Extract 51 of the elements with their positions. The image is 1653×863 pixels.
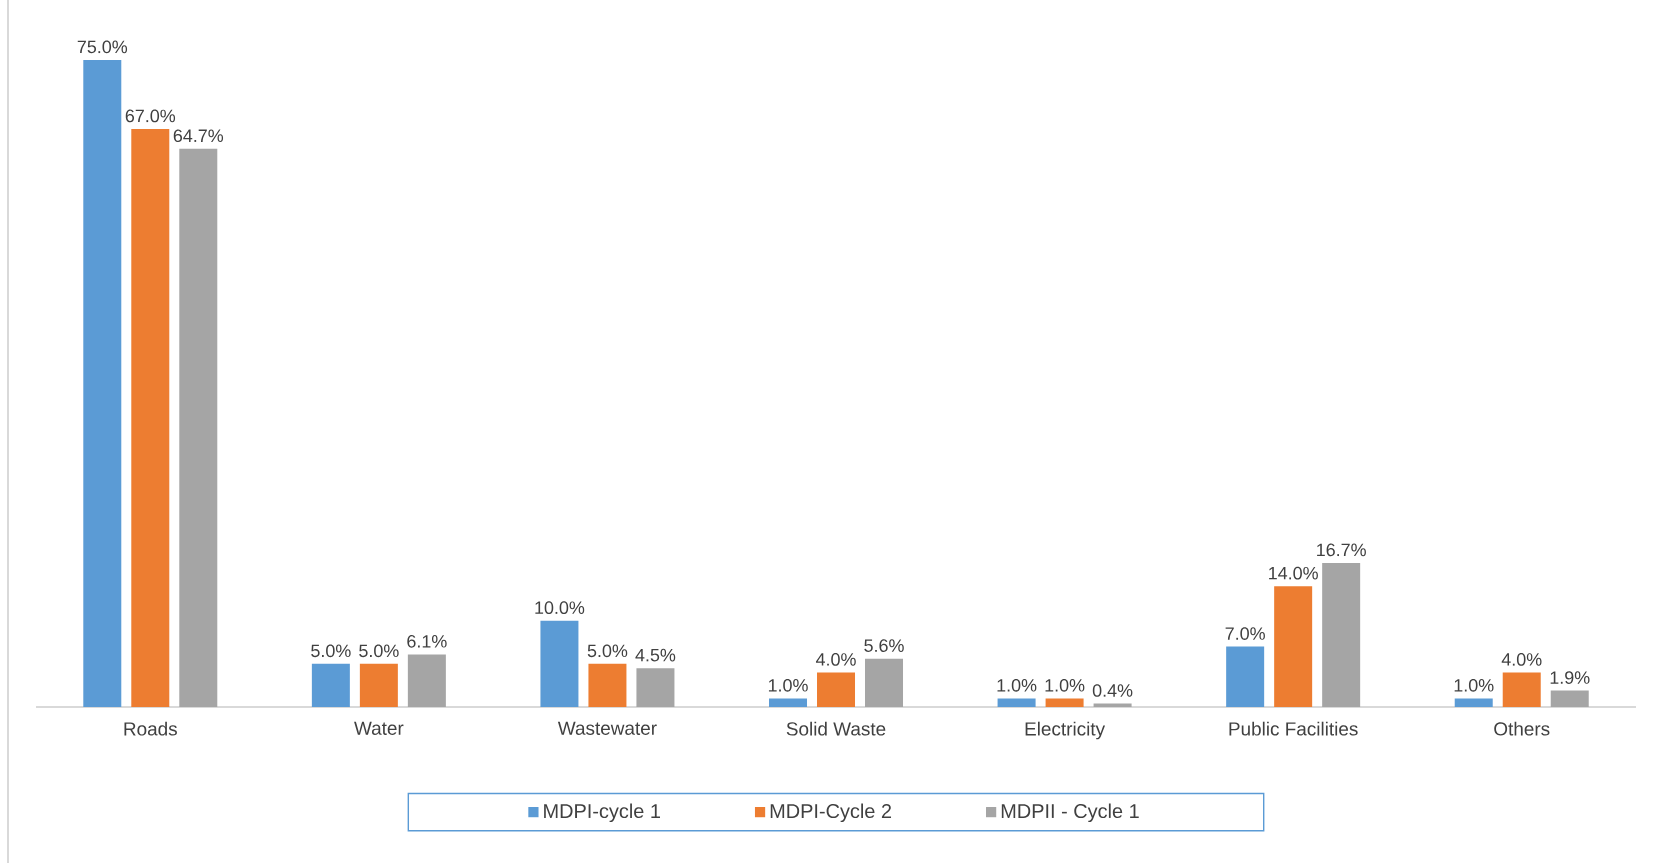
- bar: [1502, 672, 1541, 707]
- data-label: 7.0%: [1225, 627, 1265, 640]
- data-label: 1.0%: [1045, 678, 1085, 692]
- bar: [997, 698, 1036, 707]
- x-tick-label: Public Facilities: [1229, 721, 1358, 736]
- bar: [311, 663, 350, 707]
- data-label: 5.6%: [864, 639, 904, 652]
- data-label: 1.0%: [1454, 678, 1494, 692]
- bar: [636, 668, 675, 707]
- bar: [359, 663, 398, 707]
- x-tick-label: Water: [354, 721, 404, 735]
- bar: [865, 658, 904, 707]
- data-label: 1.0%: [997, 678, 1037, 692]
- bar: [1454, 698, 1493, 707]
- data-label: 4.5%: [635, 648, 676, 662]
- bar: [769, 698, 808, 707]
- data-label: 64.7%: [173, 129, 224, 143]
- data-label: 10.0%: [535, 601, 585, 615]
- bar: [540, 620, 579, 707]
- data-label: 4.0%: [1501, 653, 1542, 666]
- data-label: 67.0%: [125, 109, 176, 123]
- legend-label: MDPI-cycle 1: [544, 803, 660, 823]
- data-label: 5.0%: [359, 644, 399, 658]
- data-label: 5.0%: [311, 644, 351, 658]
- bar: [131, 128, 170, 707]
- x-tick-label: Others: [1494, 721, 1550, 736]
- bar: [179, 148, 218, 707]
- data-label: 1.9%: [1550, 671, 1590, 684]
- legend-label: MDPII - Cycle 1: [1001, 803, 1139, 823]
- bar: [1045, 698, 1084, 707]
- bar: [407, 654, 446, 707]
- x-tick-label: Electricity: [1025, 721, 1106, 740]
- legend-label: MDPI-Cycle 2: [770, 803, 892, 823]
- x-tick-label: Solid Waste: [786, 721, 886, 736]
- bar: [83, 59, 122, 707]
- bar: [1274, 586, 1313, 707]
- bar: [1226, 646, 1265, 707]
- data-label: 5.0%: [587, 644, 628, 658]
- data-label: 1.0%: [768, 678, 808, 692]
- x-tick-label: Roads: [124, 721, 177, 736]
- bar: [1550, 690, 1589, 707]
- data-label: 75.0%: [77, 40, 128, 54]
- data-label: 16.7%: [1317, 543, 1366, 557]
- data-label: 0.4%: [1092, 684, 1133, 697]
- data-label: 4.0%: [815, 653, 856, 666]
- bar: [817, 672, 856, 707]
- x-tick-label: Wastewater: [557, 721, 657, 735]
- data-label: 14.0%: [1269, 566, 1318, 580]
- bar: [1322, 562, 1361, 707]
- data-label: 6.1%: [407, 634, 447, 648]
- bar: [588, 663, 627, 707]
